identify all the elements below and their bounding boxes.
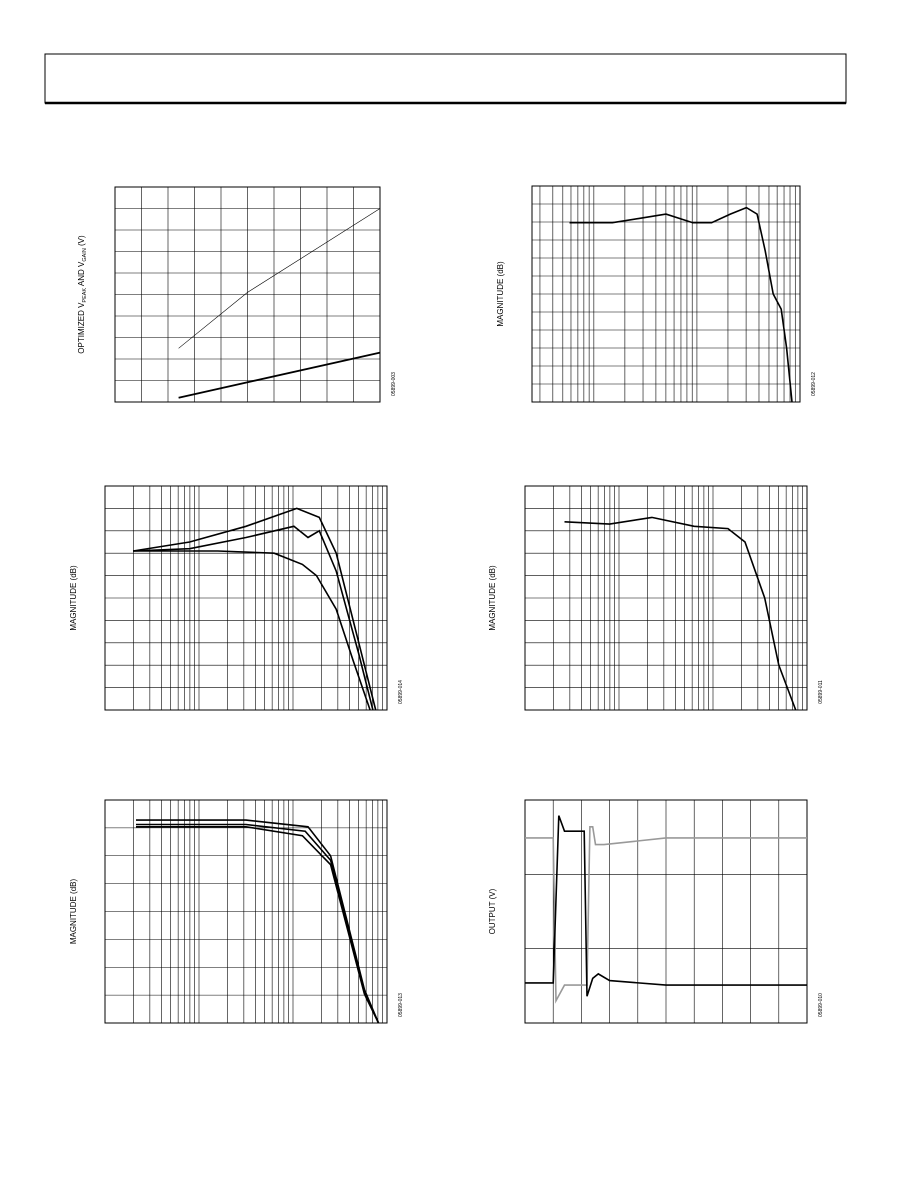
y-axis-label: MAGNITUDE (dB): [69, 565, 78, 631]
chart: MAGNITUDE (dB) 05899-013: [69, 799, 404, 1024]
header-box: [44, 53, 847, 104]
curve: [569, 206, 793, 403]
y-axis-label: MAGNITUDE (dB): [496, 261, 505, 327]
curve: [178, 208, 381, 349]
chart: MAGNITUDE (dB) 05899-011: [488, 485, 824, 711]
curve: [525, 815, 807, 997]
y-axis-label: OUTPUT (V): [488, 888, 497, 934]
chart: MAGNITUDE (dB) 05899-012: [496, 185, 817, 403]
curve: [133, 507, 377, 711]
label-part: AND V: [77, 261, 86, 288]
label-part: OPTIMIZED V: [77, 302, 86, 354]
chart: OPTIMIZED VPEAK AND VGAIN (V) 05899-003: [77, 186, 397, 403]
curve: [136, 825, 380, 1024]
label-part: GAIN: [82, 248, 88, 261]
curve: [136, 823, 380, 1024]
figure-code: 05899-014: [398, 680, 404, 704]
curve: [133, 550, 371, 711]
figure-code: 05899-011: [818, 680, 824, 704]
figure-code: 05899-003: [391, 372, 397, 396]
chart: OUTPUT (V) 05899-010: [488, 799, 824, 1024]
plot-frame: [104, 485, 388, 711]
plot-frame: [524, 799, 808, 1024]
y-axis-label: OPTIMIZED VPEAK AND VGAIN (V): [77, 235, 88, 354]
label-part: PEAK: [82, 288, 88, 303]
figure-code: 05899-010: [818, 993, 824, 1017]
plot-frame: [524, 485, 808, 711]
y-axis-label: MAGNITUDE (dB): [69, 879, 78, 945]
chart: MAGNITUDE (dB) 05899-014: [69, 485, 404, 711]
curve: [564, 516, 797, 711]
plot-frame: [531, 185, 801, 403]
curve: [133, 525, 374, 711]
plot-frame: [114, 186, 381, 403]
figure-code: 05899-013: [398, 993, 404, 1017]
figure-code: 05899-012: [811, 372, 817, 396]
label-part: (V): [77, 235, 86, 248]
curve: [178, 351, 381, 399]
curve: [136, 819, 380, 1024]
y-axis-label: MAGNITUDE (dB): [488, 565, 497, 631]
plot-frame: [104, 799, 388, 1024]
